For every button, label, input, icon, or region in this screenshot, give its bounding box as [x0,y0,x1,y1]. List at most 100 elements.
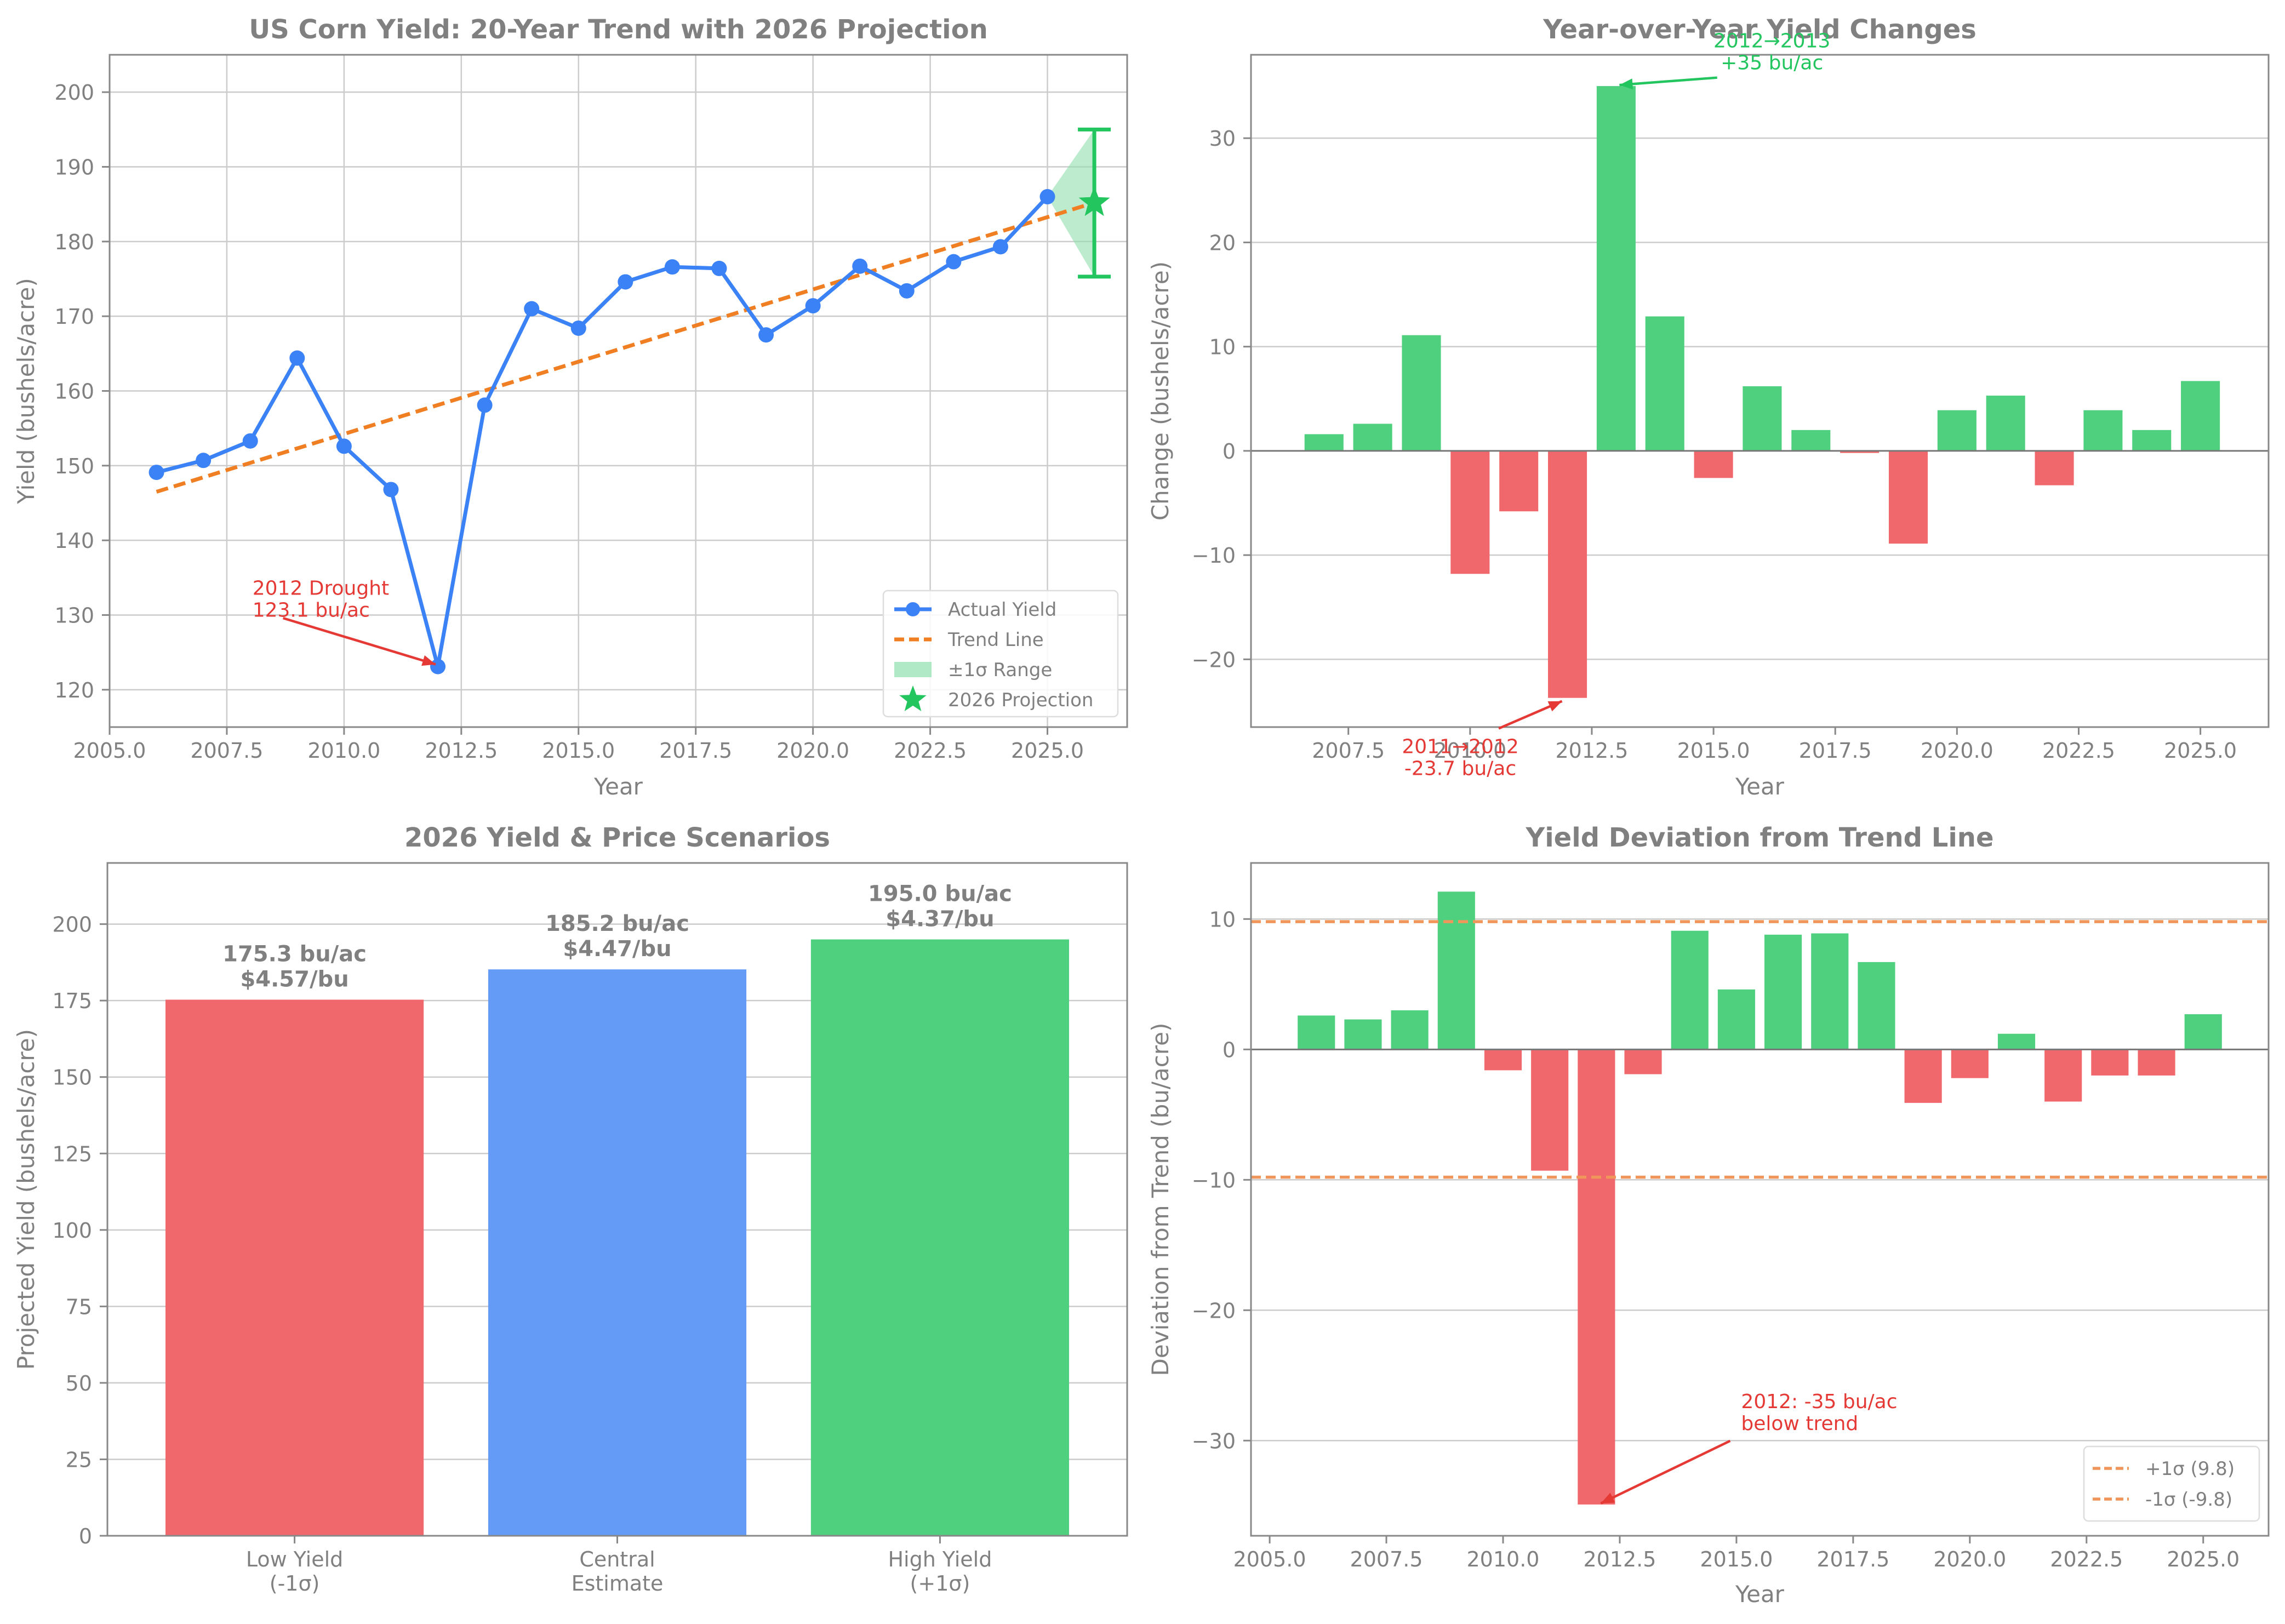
p2-annotation-down-line1: 2011→2012 [1402,736,1518,758]
p2-ytick-label: 10 [1209,335,1236,359]
p4-bar [2138,1049,2175,1076]
p2-bar [1450,450,1490,574]
p3-bar-label-yield: 195.0 bu/ac [868,882,1012,907]
p4-bar [1344,1019,1382,1050]
p1-ytick-label: 200 [54,81,94,105]
p4-ytick-label: −10 [1192,1168,1236,1192]
p2-annotation-up-arrow-head [1619,78,1633,90]
p4-bar [2184,1014,2222,1050]
p4-frame [1250,862,2270,1537]
p1-ytick-label: 120 [54,678,94,702]
p1-xtick-label: 2005.0 [73,739,146,763]
p2-bar [1645,316,1684,451]
p1-xtick-label: 2015.0 [542,739,615,763]
p4-xtick-label: 2017.5 [1816,1547,1889,1571]
p1-legend-handle-band [894,662,932,677]
p1-actual-point [242,433,258,449]
p2-bar [1791,430,1831,451]
p1-actual-point [758,327,774,343]
p2-bar [2035,450,2074,485]
p4-ytick-label: 0 [1223,1038,1236,1062]
p4-legend-label: +1σ (9.8) [2145,1458,2235,1480]
p1-xtick-label: 2025.0 [1011,739,1084,763]
p1-projection-star [1078,186,1110,216]
p4-ytick-label: 10 [1209,907,1236,931]
p4-bar [1671,930,1709,1050]
p4-bar [1391,1010,1429,1050]
p4-xtick-label: 2022.5 [2050,1547,2123,1571]
p4-bar [2091,1049,2129,1076]
p1-actual-point [1039,189,1055,205]
p3-ytick-label: 25 [66,1448,92,1472]
p2-frame [1250,54,2270,728]
p3-category-sublabel: (+1σ) [910,1571,970,1596]
p2-annotation-down-line2: -23.7 bu/ac [1404,758,1516,780]
p2-bar [1694,450,1733,478]
p1-actual-point [383,482,399,498]
p2-ytick-label: 30 [1209,127,1236,151]
p4-xtick-label: 2025.0 [2167,1547,2240,1571]
p1-xtick-label: 2010.0 [307,739,380,763]
p1-actual-point [618,274,633,290]
p2-bar [1402,335,1441,451]
p1-actual-point [805,298,821,314]
p3-bar-label-price: $4.37/bu [886,907,994,932]
p2-ylabel: Change (bushels/acre) [1147,261,1174,521]
p3-ylabel: Projected Yield (bushels/acre) [13,1029,39,1370]
p4-ytick-label: −30 [1192,1429,1236,1453]
p2-xlabel: Year [1735,773,1785,800]
p3-category-sublabel: Estimate [572,1571,664,1596]
p4-xtick-label: 2020.0 [1933,1547,2006,1571]
p1-ytick-label: 150 [54,454,94,478]
p1-legend-box [882,590,1119,718]
p4-annotation-line1: 2012: -35 bu/ac [1741,1391,1897,1413]
p2-xtick-label: 2010.0 [1433,739,1506,763]
p1-xtick-label: 2007.5 [190,739,263,763]
p1-annotation-line2: 123.1 bu/ac [253,599,370,622]
p2-bar [1888,450,1928,544]
p2-bar [1743,386,1782,451]
p1-xtick-label: 2022.5 [894,739,967,763]
p1-xtick-label: 2017.5 [659,739,732,763]
p4-ylabel: Deviation from Trend (bu/acre) [1147,1023,1174,1376]
p3-ytick-label: 125 [52,1142,92,1166]
p1-xtick-label: 2012.5 [425,739,498,763]
p4-bar [1951,1049,1989,1078]
p1-legend-label: Actual Yield [948,599,1056,621]
p2-xtick-label: 2017.5 [1799,739,1872,763]
p1-actual-point [852,258,868,274]
p2-xtick-label: 2015.0 [1677,739,1750,763]
p4-bar [1764,934,1802,1050]
p1-actual-point [196,453,212,468]
p3-ytick-label: 75 [66,1295,92,1319]
p3-category-sublabel: (-1σ) [270,1571,320,1596]
p2-bar [1499,450,1539,512]
p3-bar [165,999,424,1536]
p1-actual-point [148,465,164,481]
p1-ytick-label: 140 [54,529,94,553]
p1-actual-point [477,397,493,413]
p2-xtick-label: 2012.5 [1555,739,1628,763]
p3-frame [106,862,1128,1537]
p1-ytick-label: 190 [54,156,94,180]
p2-title: Year-over-Year Yield Changes [1543,14,1976,45]
p1-annotation-arrow-head [421,655,436,666]
p4-legend-label: -1σ (-9.8) [2145,1489,2232,1511]
p2-ytick-label: −10 [1192,544,1236,568]
p1-actual-line [156,195,1049,669]
p3-bar-label-price: $4.47/bu [563,936,671,962]
p1-title: US Corn Yield: 20-Year Trend with 2026 P… [249,14,988,45]
p4-bar [1484,1049,1522,1071]
p2-bar [2083,410,2123,451]
p1-ytick-label: 180 [54,230,94,254]
p1-sigma-band [1047,129,1095,277]
p3-bar-label-price: $4.57/bu [240,967,349,992]
p4-bar [1717,989,1755,1050]
p4-xtick-label: 2005.0 [1233,1547,1306,1571]
p1-actual-point [946,254,962,270]
p3-bar-label-yield: 185.2 bu/ac [545,911,689,936]
p2-bar [1937,410,1976,451]
p4-annotation-arrow-head [1601,1493,1615,1503]
p1-legend-marker-actual [906,602,920,616]
